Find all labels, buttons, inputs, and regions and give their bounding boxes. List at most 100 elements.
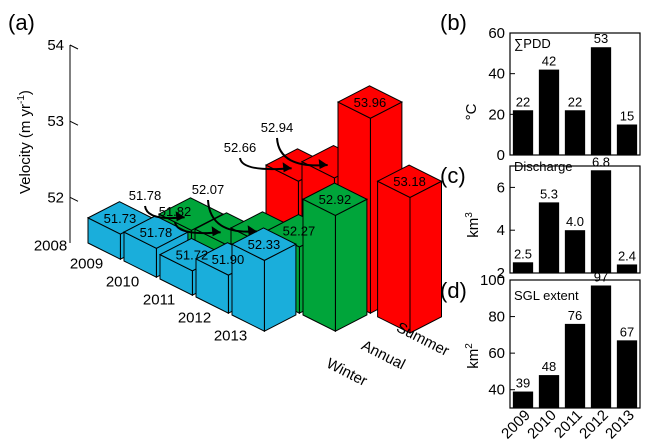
- panel-b-bar-2011: [564, 110, 586, 155]
- a-callout-arrowhead-1: [211, 226, 221, 237]
- panel-c-ytick-label-4: 4: [497, 222, 505, 239]
- a-bar-annual-2013: [301, 182, 369, 333]
- panel-d-xtick-label-2009: 2009: [498, 407, 534, 442]
- a-label-summer-annual: 53.18: [393, 174, 426, 189]
- panel-a-label: (a): [8, 10, 35, 35]
- panel-c-ylabel: km3: [464, 212, 482, 238]
- panel-d-ytick-label-40: 40: [488, 382, 505, 399]
- panel-d-value-2010: 48: [542, 359, 556, 374]
- a-series-label-winter: Winter: [324, 355, 370, 390]
- a-callout-label-0: 51.78: [129, 188, 162, 203]
- panel-b-bar-2010: [538, 69, 560, 155]
- a-label-annual-2012: 52.27: [283, 224, 316, 239]
- a-bar-top: [336, 85, 404, 119]
- panel-d-xtick-label-2013: 2013: [602, 407, 638, 442]
- a-label-winter-2012: 52.33: [248, 237, 281, 252]
- a-callout-arrowhead-3: [282, 162, 292, 173]
- panel-b-label: (b): [440, 10, 467, 35]
- panel-d-value-2009: 39: [516, 376, 530, 391]
- a-bar-front: [334, 198, 368, 333]
- a-bar-top: [230, 227, 298, 261]
- a-callout-label-1: 51.82: [159, 204, 192, 219]
- panel-c-bar-2009: [512, 262, 534, 273]
- panel-d-title: SGL extent: [514, 288, 579, 303]
- a-label-winter-2009: 51.78: [140, 225, 173, 240]
- a-ytick-label-54: 54: [47, 37, 64, 54]
- panel-d-value-2012: 97: [594, 269, 608, 284]
- panel-c-label: (c): [440, 163, 466, 188]
- panel-b-value-2011: 22: [568, 94, 582, 109]
- a-bar-front: [409, 180, 442, 334]
- panel-b-ytick-label-60: 60: [488, 25, 505, 42]
- panel-d-label: (d): [440, 278, 467, 303]
- a-callout-arrowhead-2: [247, 225, 257, 236]
- panel-c-bar-2013: [616, 264, 638, 273]
- panel-b-bar-2009: [512, 110, 534, 155]
- a-ytick-label-52: 52: [47, 189, 64, 206]
- a-label-winter-2010: 51.72: [176, 248, 209, 263]
- panel-d-value-2011: 76: [568, 308, 582, 323]
- panel-b-title: ∑PDD: [514, 36, 551, 51]
- panel-b-bar-2013: [616, 124, 638, 155]
- panels-bcd-plot: 0 20 40 60 22 42 22 53 15 2 4 6 2.5 5.3 4.0 6.8 2.4 40 60 8…: [480, 25, 641, 442]
- a-year-label-2010: 2010: [106, 274, 139, 291]
- panel-b-ytick-label-0: 0: [497, 147, 505, 164]
- a-ytick-54: [69, 44, 79, 50]
- panel-c-bar-2012: [590, 170, 612, 273]
- panel-c-ytick-label-6: 6: [497, 179, 505, 196]
- panel-b-value-2009: 22: [516, 94, 530, 109]
- a-label-annual-2013: 52.92: [319, 192, 352, 207]
- a-year-label-2012: 2012: [178, 310, 211, 327]
- panel-d-value-2013: 67: [620, 324, 634, 339]
- panel-d-ytick-label-60: 60: [488, 345, 505, 362]
- panel-d-bar-2010: [538, 375, 560, 408]
- panel-c-value-2013: 2.4: [618, 248, 636, 263]
- panel-d-bar-2011: [564, 323, 586, 408]
- panel-a-ylabel: Velocity (m yr-1): [16, 90, 34, 194]
- panel-d-xtick-label-2011: 2011: [551, 407, 586, 442]
- a-year-label-2011: 2011: [143, 292, 175, 309]
- a-series-label-annual: Annual: [359, 337, 408, 373]
- panel-d-bar-2009: [512, 391, 534, 408]
- panel-b-ylabel: °C: [463, 103, 480, 120]
- panel-d-xtick-label-2012: 2012: [576, 407, 612, 442]
- a-bar-side: [302, 198, 336, 333]
- a-bar-top: [157, 197, 225, 231]
- panel-c-ytick-label-2: 2: [497, 265, 505, 282]
- a-callout-label-2: 52.07: [192, 182, 225, 197]
- panel-b-value-2013: 15: [620, 109, 634, 124]
- a-label-summer-2013: 53.96: [354, 95, 387, 110]
- a-year-label-2009: 2009: [70, 256, 103, 273]
- panel-d-xtick-label-2010: 2010: [524, 407, 560, 442]
- a-ytick-53: [69, 120, 79, 126]
- panel-d-ytick-label-80: 80: [488, 309, 505, 326]
- a-callout-arrowhead-4: [318, 158, 328, 169]
- panel-c-value-2012: 6.8: [592, 154, 610, 169]
- panel-b-value-2012: 53: [594, 31, 608, 46]
- a-year-label-2008: 2008: [34, 238, 67, 255]
- panel-b-bar-2012: [590, 47, 612, 155]
- a-ytick-52: [69, 196, 79, 202]
- a-bar-side: [377, 180, 411, 334]
- panel-d-bar-2013: [616, 340, 638, 408]
- panel-c-value-2009: 2.5: [514, 246, 532, 261]
- a-callout-arrowhead-0: [175, 211, 185, 222]
- a-callout-label-4: 52.94: [261, 120, 294, 135]
- panel-c-bar-2011: [564, 230, 586, 273]
- panel-c-bar-2010: [538, 202, 560, 273]
- panel-d-ylabel: km2: [464, 343, 482, 369]
- panel-b-ytick-label-40: 40: [488, 66, 505, 83]
- a-callout-arrow-4: [276, 137, 328, 167]
- panel-b-ytick-label-20: 20: [488, 106, 505, 123]
- a-label-winter-2008: 51.73: [104, 211, 137, 226]
- a-year-label-2013: 2013: [214, 328, 247, 345]
- a-bar-top: [376, 164, 443, 199]
- panel-c-value-2011: 4.0: [566, 214, 584, 229]
- a-bar-top: [301, 182, 369, 217]
- a-callout-label-3: 52.66: [224, 140, 257, 155]
- a-ytick-label-53: 53: [47, 113, 64, 130]
- a-bar-summerannual-annual: [376, 164, 443, 334]
- a-label-winter-2011: 51.90: [212, 252, 245, 267]
